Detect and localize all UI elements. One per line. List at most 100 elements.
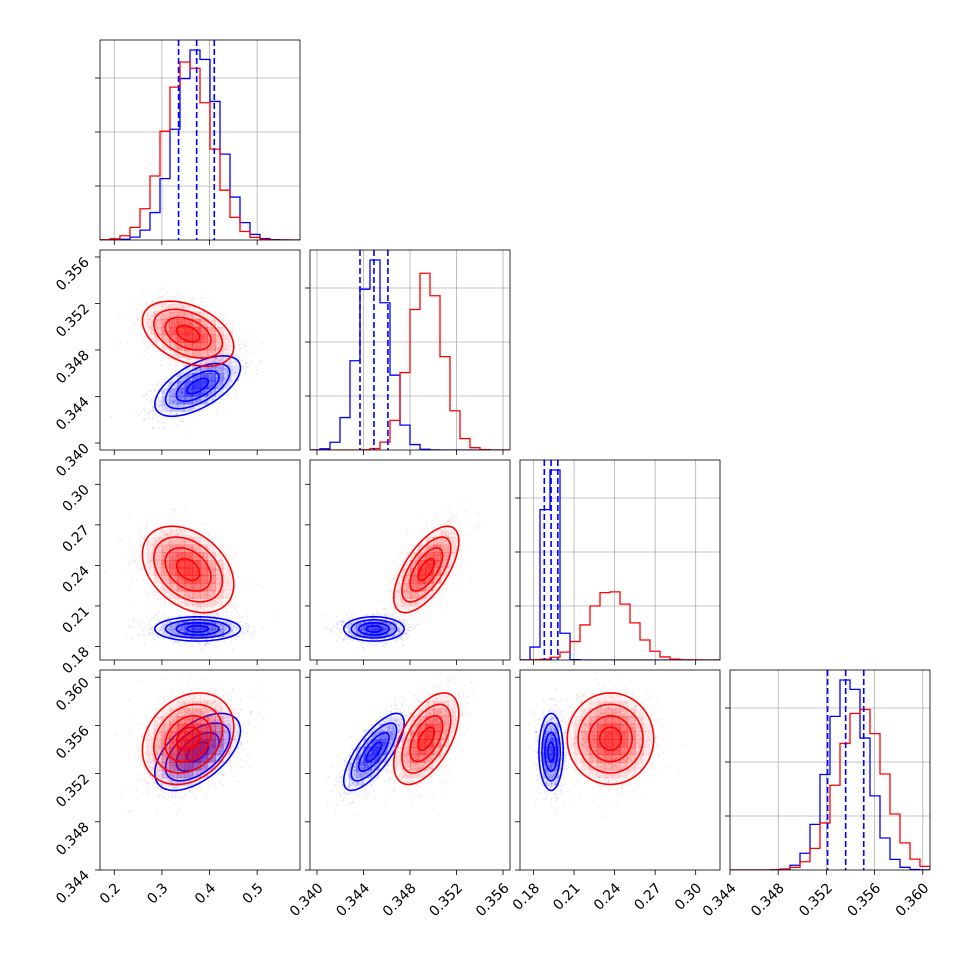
scatter-point xyxy=(201,648,203,651)
scatter-point xyxy=(240,359,243,362)
scatter-point xyxy=(169,390,172,393)
scatter-point xyxy=(148,412,150,415)
scatter-point xyxy=(183,410,186,412)
scatter-point xyxy=(194,310,197,313)
scatter-point xyxy=(256,368,258,371)
scatter-point xyxy=(178,312,181,315)
scatter-point xyxy=(405,622,408,624)
scatter-point xyxy=(154,334,157,337)
scatter-point xyxy=(156,321,159,324)
hist-series-1 xyxy=(100,61,300,240)
scatter-point xyxy=(172,368,175,370)
density-cell xyxy=(223,380,232,389)
scatter-point xyxy=(194,315,196,318)
scatter-point xyxy=(127,625,130,627)
scatter-point xyxy=(186,401,189,404)
scatter-point xyxy=(161,421,164,424)
scatter-point xyxy=(207,367,210,370)
scatter-point xyxy=(127,588,130,591)
scatter-point xyxy=(231,368,234,371)
scatter-point xyxy=(151,321,154,324)
scatter-point xyxy=(183,365,186,368)
scatter-point xyxy=(231,373,233,376)
scatter-point xyxy=(199,369,202,371)
scatter-point xyxy=(140,295,143,298)
scatter-point xyxy=(241,630,244,633)
scatter-point xyxy=(165,388,168,391)
scatter-point xyxy=(205,377,208,380)
scatter-point xyxy=(166,346,168,349)
scatter-point xyxy=(162,331,164,334)
scatter-point xyxy=(150,401,153,403)
scatter-point xyxy=(150,326,152,329)
scatter-point xyxy=(199,311,202,314)
scatter-point xyxy=(171,400,174,403)
scatter-point xyxy=(197,399,200,401)
scatter-point xyxy=(151,344,154,346)
scatter-point xyxy=(169,397,171,399)
scatter-point xyxy=(205,402,207,405)
scatter-point xyxy=(143,634,145,637)
scatter-point xyxy=(145,512,148,515)
density-cell xyxy=(208,606,216,614)
scatter-point xyxy=(163,599,166,602)
contour-series-0 xyxy=(186,377,210,395)
scatter-point xyxy=(167,384,170,387)
scatter-point xyxy=(199,399,202,401)
scatter-point xyxy=(211,335,214,338)
scatter-point xyxy=(225,337,228,339)
scatter-point xyxy=(210,647,213,650)
scatter-point xyxy=(195,370,197,373)
scatter-point xyxy=(196,622,198,625)
scatter-point xyxy=(222,314,225,316)
scatter-point xyxy=(182,401,184,404)
scatter-point xyxy=(220,616,223,618)
scatter-point xyxy=(214,340,216,342)
scatter-point xyxy=(167,324,170,327)
scatter-point xyxy=(234,389,237,392)
scatter-point xyxy=(125,341,128,344)
scatter-point xyxy=(219,382,221,385)
scatter-point xyxy=(189,376,192,379)
scatter-point xyxy=(182,404,185,406)
scatter-point xyxy=(225,345,228,347)
y-tick-label: 0.21 xyxy=(59,603,92,636)
density-cell xyxy=(192,590,201,599)
scatter-point xyxy=(166,323,168,326)
scatter-point xyxy=(144,325,147,328)
density-cell xyxy=(153,396,162,405)
density-cell xyxy=(161,403,170,412)
scatter-point xyxy=(226,382,229,385)
scatter-point xyxy=(200,360,203,362)
scatter-point xyxy=(174,363,177,366)
scatter-point xyxy=(161,288,163,291)
scatter-point xyxy=(218,325,221,328)
scatter-point xyxy=(234,595,237,598)
density-cell xyxy=(215,388,224,397)
scatter-point xyxy=(176,403,179,405)
scatter-point xyxy=(182,411,185,413)
scatter-point xyxy=(261,586,264,588)
scatter-point xyxy=(188,526,191,529)
scatter-point xyxy=(180,378,183,380)
scatter-point xyxy=(254,579,257,582)
scatter-point xyxy=(226,611,229,614)
scatter-point xyxy=(195,369,198,372)
scatter-point xyxy=(137,313,140,316)
scatter-point xyxy=(220,360,222,363)
scatter-point xyxy=(150,625,153,628)
scatter-point xyxy=(180,343,183,346)
density-cell xyxy=(200,380,209,389)
scatter-point xyxy=(202,352,204,354)
scatter-point xyxy=(169,340,172,342)
scatter-point xyxy=(200,345,203,348)
scatter-point xyxy=(243,341,245,344)
scatter-point xyxy=(143,621,145,623)
scatter-point xyxy=(214,320,216,323)
scatter-point xyxy=(205,359,208,361)
scatter-point xyxy=(125,633,127,636)
scatter-point xyxy=(212,352,215,354)
scatter-point xyxy=(172,399,175,402)
scatter-point xyxy=(156,618,159,621)
